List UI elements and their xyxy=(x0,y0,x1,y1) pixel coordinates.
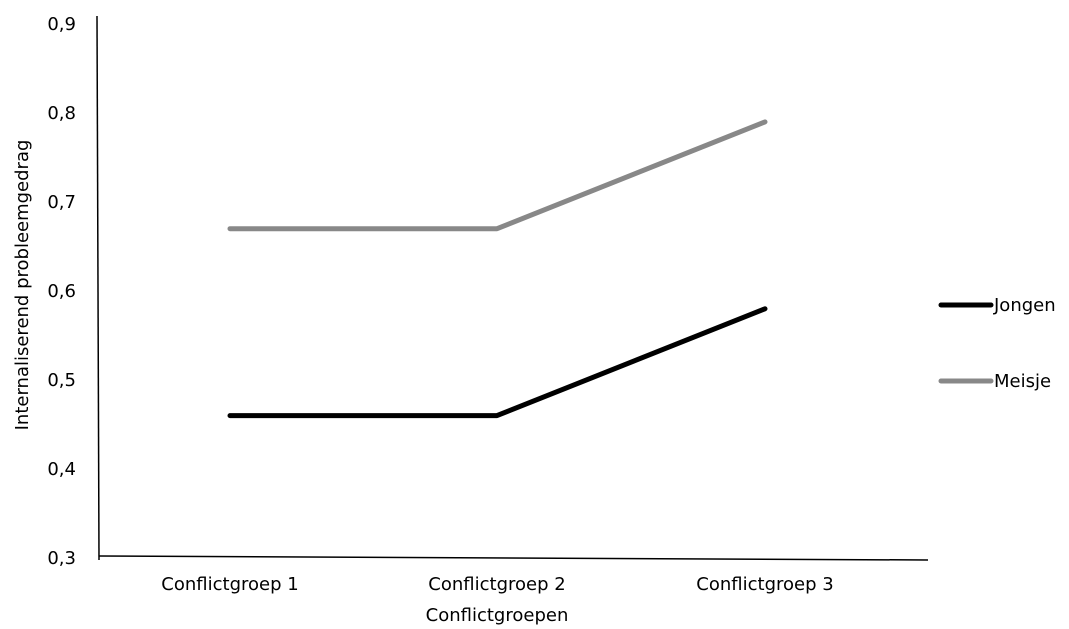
x-tick-label: Conflictgroep 3 xyxy=(696,574,833,595)
legend-label-meisje: Meisje xyxy=(994,371,1051,392)
series-lines xyxy=(227,119,768,419)
y-tick-labels: 0,3 0,4 0,5 0,6 0,7 0,8 0,9 xyxy=(47,14,76,569)
series-line-jongen xyxy=(227,306,768,419)
legend: Jongen Meisje xyxy=(938,295,1056,392)
legend-label-jongen: Jongen xyxy=(993,295,1056,316)
y-tick-label: 0,8 xyxy=(47,103,76,124)
y-axis-title: Internaliserend probleemgedrag xyxy=(12,140,33,431)
y-tick-label: 0,3 xyxy=(47,548,76,569)
y-tick-label: 0,5 xyxy=(47,370,76,391)
x-tick-label: Conflictgroep 1 xyxy=(161,574,298,595)
y-axis-line xyxy=(96,15,100,561)
y-tick-label: 0,6 xyxy=(47,281,76,302)
y-tick-label: 0,7 xyxy=(47,192,76,213)
y-tick-label: 0,9 xyxy=(47,14,76,35)
x-axis-title: Conflictgroepen xyxy=(426,605,569,626)
x-tick-labels: Conflictgroep 1 Conflictgroep 2 Conflictgr… xyxy=(161,574,833,595)
x-axis-line xyxy=(98,555,929,561)
axes xyxy=(96,15,929,561)
x-tick-label: Conflictgroep 2 xyxy=(428,574,565,595)
series-line-meisje xyxy=(227,119,768,232)
y-tick-label: 0,4 xyxy=(47,459,76,480)
